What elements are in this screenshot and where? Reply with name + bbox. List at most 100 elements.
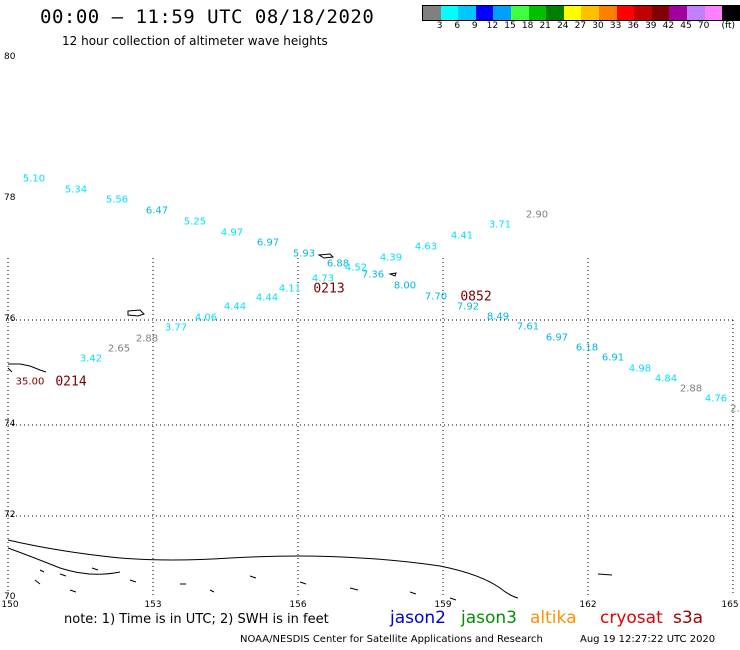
- wave-height-value: 2.88: [679, 383, 703, 395]
- wave-height-value: 7.36: [361, 269, 385, 281]
- color-scale-tick: 42: [662, 21, 675, 31]
- wave-height-value: 7.61: [516, 321, 540, 333]
- color-scale-bar: [422, 5, 740, 21]
- wave-height-value: 35.00: [15, 376, 45, 388]
- color-swatch: [704, 6, 723, 20]
- color-swatch: [440, 6, 459, 20]
- wave-height-value: 2.: [730, 403, 740, 415]
- wave-height-value: 2.65: [107, 343, 131, 355]
- wave-height-value: 4.84: [654, 373, 678, 385]
- pass-time-label: 0213: [313, 281, 345, 297]
- wave-height-value: 5.34: [64, 184, 88, 196]
- wave-height-value: 4.73: [311, 273, 335, 285]
- wave-height-value: 4.39: [379, 252, 403, 264]
- wave-height-value: 2.88: [135, 333, 159, 345]
- units-note: note: 1) Time is in UTC; 2) SWH is in fe…: [64, 612, 329, 627]
- map-grid: [7, 258, 734, 595]
- color-scale-tick: 27: [574, 21, 587, 31]
- color-scale-tick: 18: [521, 21, 534, 31]
- lon-label: 159: [434, 600, 452, 610]
- color-swatch: [493, 6, 511, 20]
- wave-height-value: 4.97: [220, 227, 244, 239]
- color-scale-tick: 33: [609, 21, 622, 31]
- satellite-legend-altika: altika: [530, 608, 577, 628]
- color-scale-tick: (ft): [721, 21, 736, 31]
- color-swatch: [510, 6, 529, 20]
- lon-label: 150: [1, 600, 19, 610]
- color-swatch: [669, 6, 687, 20]
- color-swatch: [458, 6, 476, 20]
- lon-label: 156: [289, 600, 307, 610]
- color-swatch: [651, 6, 670, 20]
- color-swatch: [686, 6, 705, 20]
- color-scale-tick: 24: [557, 21, 569, 31]
- color-scale-tick: 12: [486, 21, 499, 31]
- color-swatch: [616, 6, 635, 20]
- lat-label: 78: [4, 193, 16, 203]
- wave-height-value: 8.49: [486, 311, 510, 323]
- color-swatch: [528, 6, 547, 20]
- wave-height-value: 5.93: [292, 248, 316, 260]
- color-scale-tick: 15: [504, 21, 516, 31]
- satellite-legend-jason2: jason2: [390, 608, 446, 628]
- color-scale-tick: 30: [592, 21, 604, 31]
- color-scale-tick: 36: [627, 21, 639, 31]
- color-swatch: [475, 6, 494, 20]
- wave-height-value: 4.63: [414, 241, 438, 253]
- color-scale-labels: 3 6 9 12 15 18 21 24 27 30 33 36 39 42 45 70 (ft): [422, 21, 740, 33]
- lon-label: 153: [144, 600, 162, 610]
- lat-label: 76: [4, 314, 16, 324]
- wave-height-value: 4.11: [278, 283, 302, 295]
- satellite-legend-cryosat: cryosat: [600, 608, 663, 628]
- color-scale-tick: 3: [436, 21, 443, 31]
- wave-height-value: 4.44: [255, 292, 279, 304]
- color-scale-tick: 45: [680, 21, 692, 31]
- satellite-legend-jason3: jason3: [461, 608, 517, 628]
- color-scale-tick: 70: [697, 21, 710, 31]
- wave-height-value: 5.10: [22, 173, 46, 185]
- wave-height-value: 4.06: [194, 312, 218, 324]
- satellite-legend-s3a: s3a: [673, 608, 704, 628]
- lat-label: 70: [4, 592, 16, 602]
- wave-height-value: 2.90: [525, 209, 549, 221]
- lat-label: 72: [4, 510, 16, 520]
- wave-height-value: 6.47: [145, 205, 169, 217]
- lon-label: 165: [721, 600, 739, 610]
- wave-height-value: 6.88: [326, 258, 350, 270]
- wave-height-value: 6.18: [575, 342, 599, 354]
- wave-height-value: 4.52: [344, 262, 368, 274]
- color-swatch: [598, 6, 617, 20]
- wave-height-value: 7.70: [424, 291, 448, 303]
- pass-time-label: 0214: [55, 374, 87, 390]
- page-subtitle: 12 hour collection of altimeter wave hei…: [62, 34, 328, 48]
- wave-height-value: 3.77: [164, 322, 188, 334]
- color-scale-tick: 9: [471, 21, 478, 31]
- color-scale-tick: 6: [454, 21, 461, 31]
- pass-time-label: 0852: [460, 289, 492, 305]
- wave-height-value: 4.44: [223, 301, 247, 313]
- wave-height-value: 4.41: [450, 230, 474, 242]
- wave-height-value: 6.97: [256, 237, 280, 249]
- credit-line: NOAA/NESDIS Center for Satellite Applica…: [240, 634, 543, 645]
- color-swatch: [722, 6, 740, 20]
- color-swatch: [423, 6, 441, 20]
- wave-height-value: 6.91: [601, 352, 625, 364]
- color-swatch: [563, 6, 582, 20]
- wave-height-value: 4.98: [628, 363, 652, 375]
- color-swatch: [581, 6, 599, 20]
- color-scale-tick: 21: [539, 21, 551, 31]
- color-scale-tick: 39: [645, 21, 657, 31]
- wave-height-value: 7.92: [456, 301, 480, 313]
- wave-height-value: 3.71: [488, 219, 512, 231]
- wave-height-value: 5.56: [105, 194, 129, 206]
- lat-label: 74: [4, 419, 16, 429]
- wave-height-value: 4.76: [704, 393, 728, 405]
- coastline: [7, 253, 613, 601]
- generated-timestamp: Aug 19 12:27:22 UTC 2020: [580, 634, 716, 645]
- lon-label: 162: [579, 600, 597, 610]
- color-swatch: [546, 6, 564, 20]
- wave-height-value: 8.00: [393, 280, 417, 292]
- wave-height-value: 6.97: [545, 332, 569, 344]
